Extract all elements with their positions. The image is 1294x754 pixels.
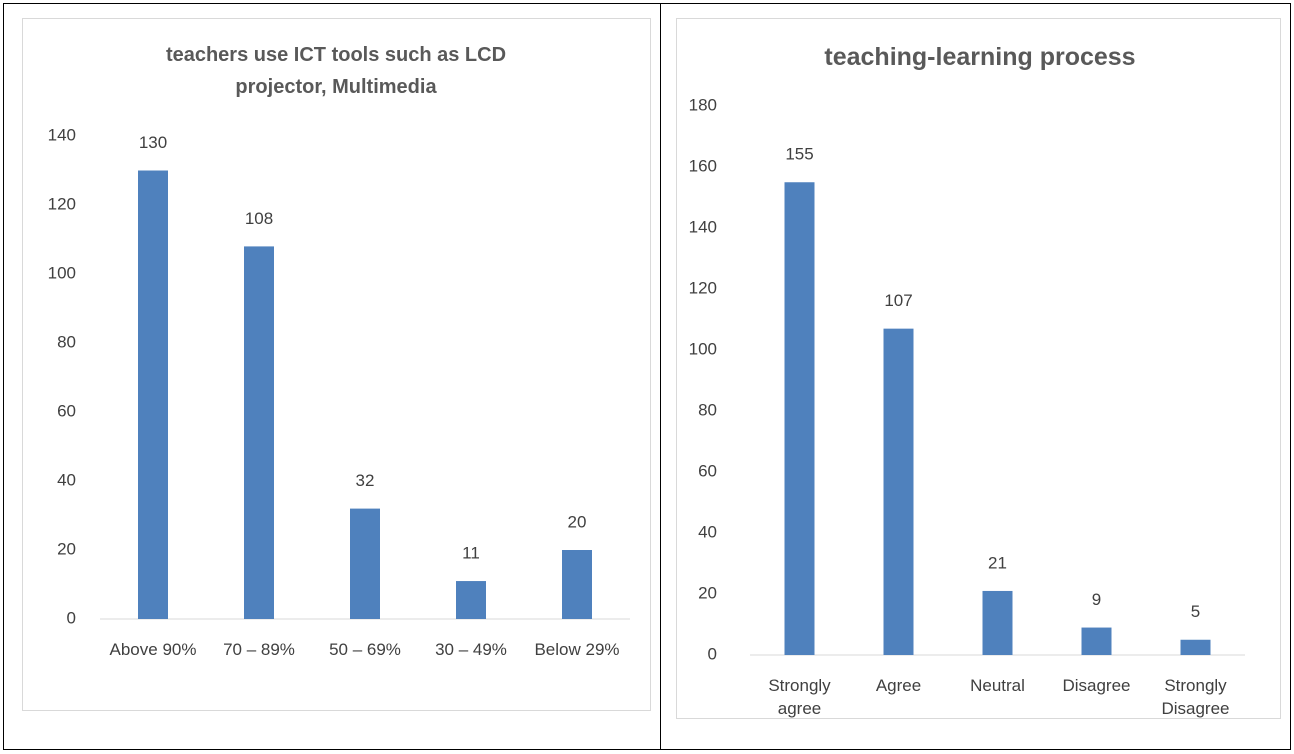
chart-frame <box>22 18 651 711</box>
bar <box>784 182 815 655</box>
bar <box>456 581 486 619</box>
x-tick-label: Strongly Disagree <box>1161 676 1230 718</box>
y-tick-label: 140 <box>48 125 76 144</box>
value-label: 130 <box>139 133 167 152</box>
y-tick-label: 120 <box>689 278 717 297</box>
bar <box>982 590 1013 655</box>
y-tick-label: 60 <box>57 401 76 420</box>
y-tick-label: 20 <box>698 583 717 602</box>
bar <box>138 170 168 619</box>
x-tick-label: 30 – 49% <box>435 640 507 659</box>
y-tick-label: 80 <box>57 332 76 351</box>
value-label: 107 <box>884 291 912 310</box>
x-tick-label: Agree <box>875 676 922 695</box>
x-tick-label: 50 – 69% <box>329 640 401 659</box>
bar <box>1081 627 1112 655</box>
x-tick-label: Disagree <box>1062 676 1131 695</box>
value-label: 108 <box>245 209 273 228</box>
y-tick-label: 180 <box>689 95 717 114</box>
bar <box>562 550 592 619</box>
chart-title: teaching-learning process <box>824 43 1136 71</box>
table-border <box>3 3 1291 750</box>
y-tick-label: 60 <box>698 461 717 480</box>
value-label: 32 <box>356 471 375 490</box>
value-label: 11 <box>462 544 480 563</box>
y-tick-label: 40 <box>57 470 76 489</box>
y-tick-label: 100 <box>689 339 717 358</box>
x-tick-label: 70 – 89% <box>223 640 295 659</box>
y-tick-label: 100 <box>48 263 76 282</box>
value-label: 5 <box>1191 602 1200 621</box>
bar <box>1180 639 1211 655</box>
chart-title: teachers use ICT tools such as LCD proje… <box>165 44 507 98</box>
x-tick-label: Strongly agree <box>768 676 831 718</box>
x-tick-label: Below 29% <box>534 640 620 659</box>
y-tick-label: 0 <box>67 608 76 627</box>
value-label: 9 <box>1092 590 1101 609</box>
chart-frame <box>676 18 1281 719</box>
bar <box>244 246 274 619</box>
y-tick-label: 80 <box>698 400 717 419</box>
y-tick-label: 0 <box>708 644 717 663</box>
bar <box>350 508 380 619</box>
value-label: 155 <box>785 145 813 164</box>
y-tick-label: 20 <box>57 539 76 558</box>
x-tick-label: Above 90% <box>109 640 197 659</box>
y-tick-label: 40 <box>698 522 717 541</box>
y-tick-label: 160 <box>689 156 717 175</box>
y-tick-label: 140 <box>689 217 717 236</box>
value-label: 20 <box>568 512 587 531</box>
bar <box>883 328 914 655</box>
x-tick-label: Neutral <box>970 676 1025 695</box>
y-tick-label: 120 <box>48 194 76 213</box>
value-label: 21 <box>988 553 1007 572</box>
